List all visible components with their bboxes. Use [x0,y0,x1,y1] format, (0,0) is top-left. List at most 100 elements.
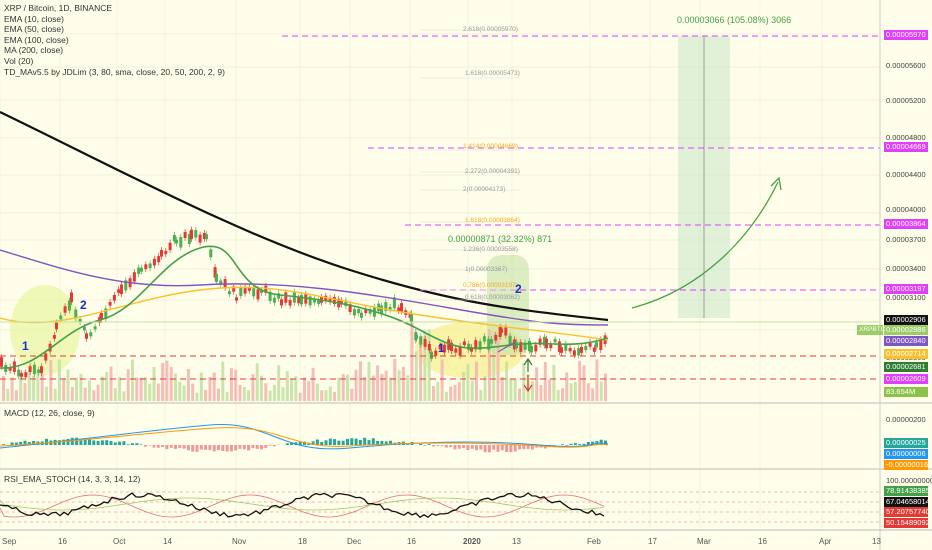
volume-bar [221,361,225,401]
indicator-ema100[interactable]: EMA (100, close) [4,34,69,45]
price-badge: 0.00002906 [884,315,928,325]
volume-bar [578,360,582,401]
macd-histogram-bar [358,439,362,445]
fib-label: 1.618(0.00003864) [465,217,520,224]
price-tick: 0.00005600 [886,61,926,70]
macd-axis-label: 0.00000200 [886,415,926,424]
macd-histogram-bar [225,445,229,452]
candle-body [148,263,152,269]
indicator-td-ma[interactable]: TD_MAv5.5 by JDLim (3, 80, sma, close, 2… [4,66,225,77]
indicator-ma200[interactable]: MA (200, close) [4,45,64,56]
volume-bar [27,369,31,401]
volume-bar [75,377,79,401]
ticker-badge: XRPBTC [857,325,886,335]
volume-bar [212,372,216,401]
candle-body [8,367,12,371]
macd-histogram-bar [475,445,478,451]
volume-bar [242,387,246,401]
macd-histogram-bar [303,441,306,445]
candle-body [44,353,48,361]
projection-arrow [631,181,779,309]
volume-bar [36,369,40,401]
candle-body [172,235,176,242]
candle-body [243,286,247,294]
time-tick: 16 [758,537,767,546]
macd-axis-label: 0.00000006 [884,449,928,459]
symbol-title[interactable]: XRP / Bitcoin, 1D, BINANCE [4,3,113,13]
macd-histogram-bar [260,445,263,450]
candle-body [17,369,21,377]
wave-label-2-right: 2 [515,282,522,296]
volume-bar [384,370,388,401]
volume-bar [500,377,504,401]
macd-histogram-bar [444,445,448,448]
volume-bar [109,366,113,401]
macd-histogram-bar [371,438,375,445]
volume-bars [2,322,607,401]
candle-body [137,267,141,275]
macd-histogram-bar [599,439,603,445]
ma200-line [0,111,609,322]
volume-bar [122,391,126,401]
macd-histogram-bar [156,445,160,448]
candle-body [213,267,217,278]
macd-histogram-bar [182,445,186,449]
volume-bar [66,369,70,401]
macd-histogram-bar [423,445,427,446]
macd-histogram-bar [100,440,104,445]
macd-histogram-bar [604,440,607,445]
time-tick: Dec [347,537,362,546]
candle-body [392,297,396,309]
candle-body [419,336,423,345]
volume-bar [251,374,255,401]
candle-body [132,272,136,282]
volume-bar [530,380,534,401]
macd-histogram-bar [350,438,354,445]
candle-body [530,346,533,353]
volume-bar [255,363,259,401]
macd-histogram-bar [57,440,61,445]
volume-bar [135,377,139,401]
indicator-ema10[interactable]: EMA (10, close) [4,13,64,24]
horizontal-levels [0,29,880,380]
macd-histogram-bar [83,439,87,445]
volume-bar [131,359,134,401]
volume-bar [410,322,414,401]
indicator-volume[interactable]: Vol (20) [4,55,34,66]
price-badge: 0.00004669 [884,142,928,152]
volume-bar [565,372,569,401]
macd-histogram-bar [462,445,466,449]
volume-bar [174,373,177,401]
rsi-axis-label: 50.15489092 [884,518,930,528]
candle-body [584,345,588,351]
volume-bar [225,392,229,401]
candle-body [152,258,156,266]
candle-body [252,287,256,297]
macd-histogram-bar [298,441,302,445]
volume-bar [509,378,513,401]
price-badge: 0.00002886 [884,325,928,335]
candle-body [124,280,128,291]
volume-bar [470,380,474,401]
macd-histogram-bar [131,443,134,445]
macd-histogram-bar [2,444,5,445]
macd-histogram-bar [165,445,169,450]
volume-bar [604,373,607,401]
indicator-ema50[interactable]: EMA (50, close) [4,24,64,35]
candle-body [580,346,583,353]
candle-body [0,357,3,367]
rsi-line [0,492,605,519]
volume-bar [548,379,552,401]
candle-body [595,342,598,348]
fib-label: 1(0.00003367) [465,266,508,273]
candle-body [32,364,36,375]
macd-axis-label: 0.00000025 [884,438,928,448]
time-tick: 16 [58,537,67,546]
volume-bar [96,384,100,401]
macd-histogram-bar [264,445,268,449]
macd-histogram-bar [496,445,500,452]
rsi-legend[interactable]: RSI_EMA_STOCH (14, 3, 3, 14, 12) [4,474,141,484]
macd-histogram-bar [174,445,177,450]
macd-legend[interactable]: MACD (12, 26, close, 9) [4,408,95,418]
